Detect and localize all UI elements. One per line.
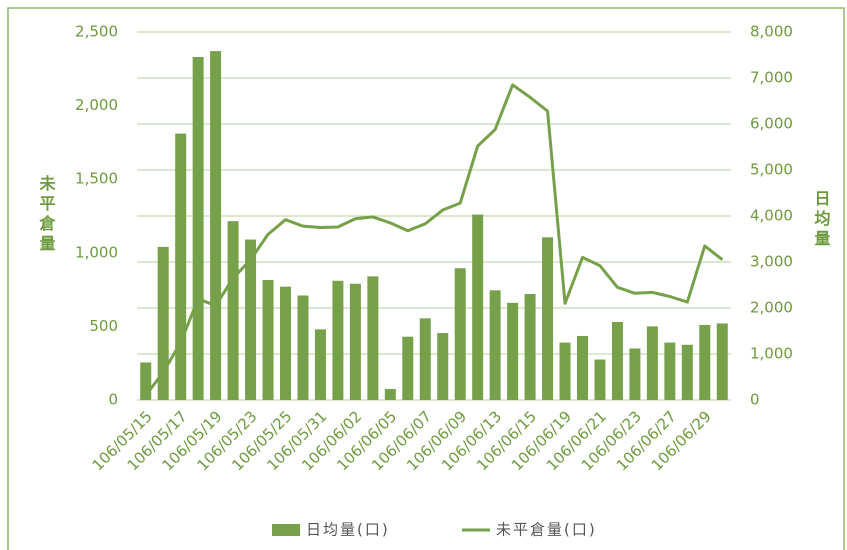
y2-tick-label: 3,000 xyxy=(750,253,793,271)
bar xyxy=(594,359,606,400)
bar xyxy=(577,335,588,400)
y-tick-label: 500 xyxy=(89,317,118,335)
y2-axis-title: 日均量 xyxy=(812,190,831,250)
bar xyxy=(454,268,466,400)
bar xyxy=(332,280,344,400)
bar xyxy=(140,362,152,400)
legend-swatch xyxy=(272,524,300,536)
bar xyxy=(262,280,274,400)
bar xyxy=(472,214,484,400)
y2-tick-label: 6,000 xyxy=(750,115,793,133)
bar xyxy=(646,326,658,400)
bar xyxy=(419,318,431,400)
bar xyxy=(349,283,361,400)
y-tick-label: 0 xyxy=(108,391,118,409)
legend-label: 日均量(口) xyxy=(306,521,390,539)
bar xyxy=(402,336,414,400)
bar xyxy=(629,348,641,400)
y2-tick-label: 8,000 xyxy=(750,23,793,41)
line xyxy=(144,83,724,397)
bar xyxy=(192,57,204,401)
bar xyxy=(175,133,187,400)
bar xyxy=(664,342,676,400)
bar xyxy=(611,321,623,400)
bar xyxy=(297,295,309,400)
bar xyxy=(716,323,728,400)
y-tick-label: 2,000 xyxy=(75,96,118,114)
bar xyxy=(210,51,222,401)
y2-tick-label: 0 xyxy=(750,391,760,409)
y-tick-label: 1,000 xyxy=(75,243,118,261)
y2-tick-label: 4,000 xyxy=(750,207,793,225)
legend-label: 未平倉量(口) xyxy=(496,521,597,539)
bar xyxy=(384,388,396,400)
bar xyxy=(245,239,257,400)
bar xyxy=(437,333,449,400)
bar xyxy=(681,344,693,400)
bar xyxy=(559,342,571,400)
y2-tick-label: 2,000 xyxy=(750,299,793,317)
y-tick-label: 1,500 xyxy=(75,170,118,188)
y2-tick-label: 1,000 xyxy=(750,345,793,363)
bar xyxy=(227,221,239,400)
bar xyxy=(524,294,536,400)
bar xyxy=(280,286,291,400)
bar xyxy=(542,237,554,400)
y-tick-label: 2,500 xyxy=(75,23,118,41)
bar xyxy=(507,302,519,400)
y2-tick-label: 7,000 xyxy=(750,69,793,87)
frame xyxy=(7,7,845,550)
bar xyxy=(157,246,169,400)
bar xyxy=(489,290,501,400)
y-axis-title: 未平倉量 xyxy=(37,174,57,255)
bar xyxy=(314,329,326,400)
bar xyxy=(699,324,711,400)
bar xyxy=(367,276,379,400)
y2-tick-label: 5,000 xyxy=(750,161,793,179)
